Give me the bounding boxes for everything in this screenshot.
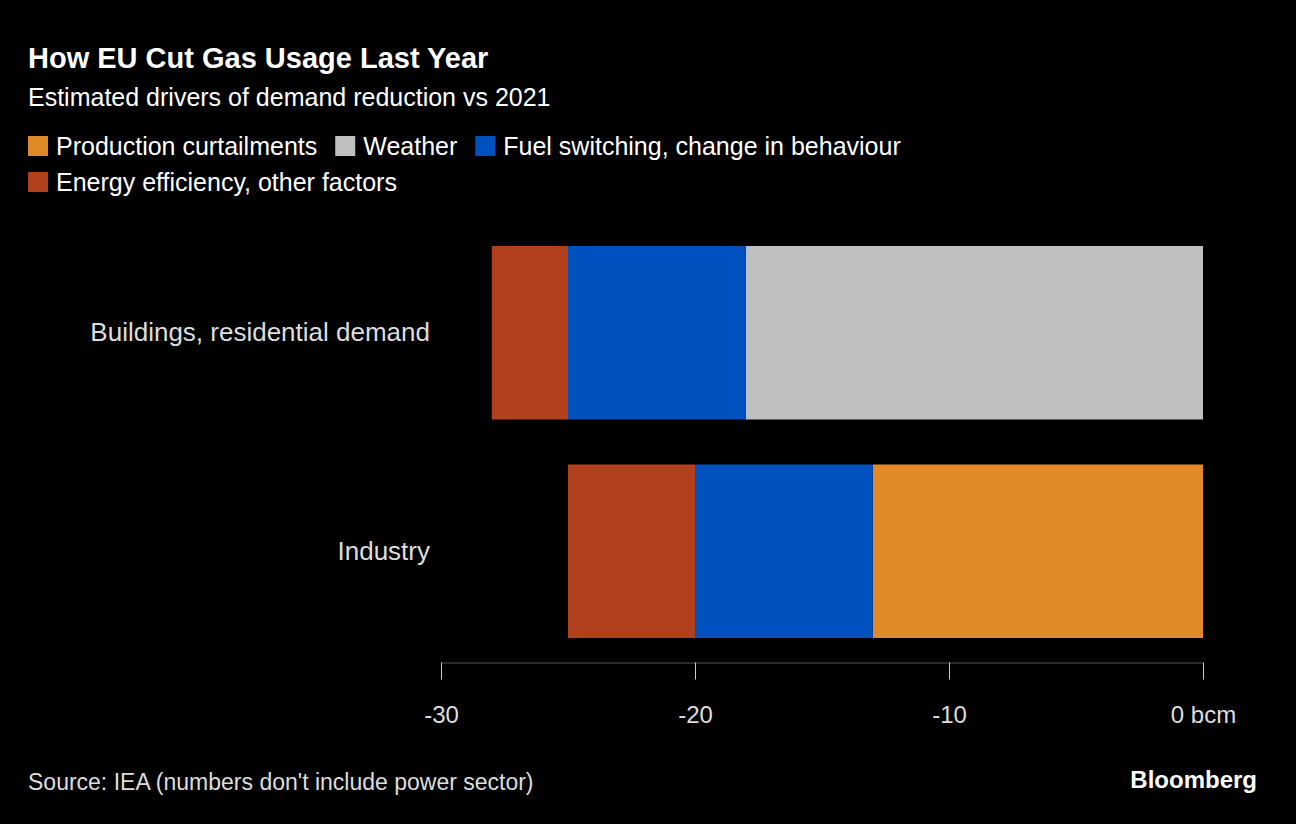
- legend-label: Production curtailments: [56, 132, 317, 160]
- bar-segment: [746, 246, 1203, 419]
- x-tick-mark: [949, 663, 950, 680]
- legend-label: Fuel switching, change in behaviour: [503, 132, 900, 160]
- subtitle: Estimated drivers of demand reduction vs…: [28, 83, 551, 111]
- background: [0, 0, 1296, 824]
- legend-swatch: [335, 136, 355, 156]
- x-tick: -30: [424, 663, 459, 728]
- x-tick: -20: [678, 663, 713, 728]
- legend-label: Weather: [363, 132, 457, 160]
- legend-item: Energy efficiency, other factors: [28, 168, 397, 196]
- bar-segment: [492, 246, 568, 419]
- x-tick-mark: [441, 663, 442, 680]
- x-tick-label: -10: [932, 701, 967, 728]
- x-tick: 0 bcm: [1171, 663, 1236, 728]
- y-tick-label: Industry: [338, 536, 431, 566]
- source: Source: IEA (numbers don't include power…: [28, 769, 534, 795]
- x-tick-label: 0 bcm: [1171, 701, 1236, 728]
- y-tick: Buildings, residential demand: [90, 317, 441, 347]
- x-tick-mark: [1203, 663, 1204, 680]
- x-tick-mark: [695, 663, 696, 680]
- x-tick-label: -20: [678, 701, 713, 728]
- legend: Production curtailments Weather Fuel switc…: [28, 132, 901, 196]
- bar-segment: [568, 465, 695, 638]
- x-axis: -30 -20 -10 0 bcm: [424, 663, 1236, 728]
- legend-swatch: [28, 172, 48, 192]
- title: How EU Cut Gas Usage Last Year: [28, 42, 488, 74]
- legend-item: Weather: [335, 132, 457, 160]
- legend-swatch: [475, 136, 495, 156]
- bar-segment: [568, 246, 746, 419]
- credit: Bloomberg: [1130, 766, 1257, 793]
- y-tick: Industry: [338, 536, 442, 566]
- x-axis-line: [442, 663, 1204, 680]
- legend-label: Energy efficiency, other factors: [56, 168, 397, 196]
- bar-segment: [873, 465, 1203, 638]
- x-tick: -10: [932, 663, 967, 728]
- legend-item: Production curtailments: [28, 132, 317, 160]
- chart: How EU Cut Gas Usage Last Year Estimated …: [0, 0, 1296, 824]
- legend-item: Fuel switching, change in behaviour: [475, 132, 900, 160]
- bars: [492, 246, 1203, 638]
- y-axis: Buildings, residential demand Industry: [90, 317, 441, 566]
- x-tick-label: -30: [424, 701, 459, 728]
- bar-segment: [695, 465, 873, 638]
- legend-swatch: [28, 136, 48, 156]
- y-tick-label: Buildings, residential demand: [90, 317, 430, 347]
- bar-segment: [1203, 465, 1204, 638]
